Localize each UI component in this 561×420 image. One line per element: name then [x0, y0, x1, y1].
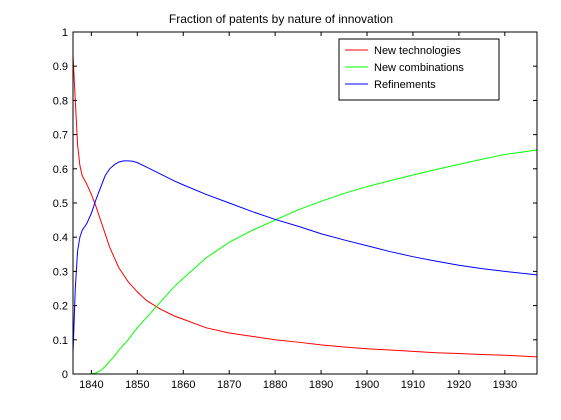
- x-tick-label: 1900: [355, 379, 379, 391]
- y-tick-label: 0.2: [53, 301, 68, 313]
- x-tick-label: 1860: [171, 379, 195, 391]
- y-tick-label: 0: [62, 369, 68, 381]
- x-tick-label: 1870: [217, 379, 241, 391]
- legend: New technologies New combinations Refineme…: [338, 38, 500, 101]
- x-tick-label: 1840: [79, 379, 103, 391]
- series-line-0: [72, 55, 538, 358]
- series-line-1: [91, 149, 538, 375]
- legend-label-1: New combinations: [374, 62, 464, 74]
- chart-title: Fraction of patents by nature of innovat…: [169, 12, 393, 26]
- y-tick-label: 0.5: [53, 198, 68, 210]
- y-tick-label: 0.4: [53, 232, 68, 244]
- ticks-layer: 1840 1850 1860 1870 1880 1890 1900 1910 1920 1930…: [53, 27, 537, 391]
- x-tick-label: 1850: [125, 379, 149, 391]
- legend-label-0: New technologies: [374, 45, 461, 57]
- y-tick-label: 0.3: [53, 266, 68, 278]
- plot-frame: [72, 31, 538, 375]
- series-layer: [72, 55, 538, 375]
- x-tick-label: 1880: [263, 379, 287, 391]
- legend-label-2: Refinements: [374, 79, 436, 91]
- y-tick-label: 0.9: [53, 61, 68, 73]
- y-tick-label: 0.8: [53, 95, 68, 107]
- x-tick-label: 1890: [309, 379, 333, 391]
- y-tick-label: 1: [62, 27, 68, 39]
- y-tick-label: 0.7: [53, 130, 68, 142]
- x-tick-label: 1910: [401, 379, 425, 391]
- x-tick-label: 1930: [493, 379, 517, 391]
- y-tick-label: 0.6: [53, 164, 68, 176]
- y-tick-label: 0.1: [53, 335, 68, 347]
- x-tick-label: 1920: [447, 379, 471, 391]
- legend-box: [338, 38, 500, 101]
- series-line-2: [72, 160, 538, 354]
